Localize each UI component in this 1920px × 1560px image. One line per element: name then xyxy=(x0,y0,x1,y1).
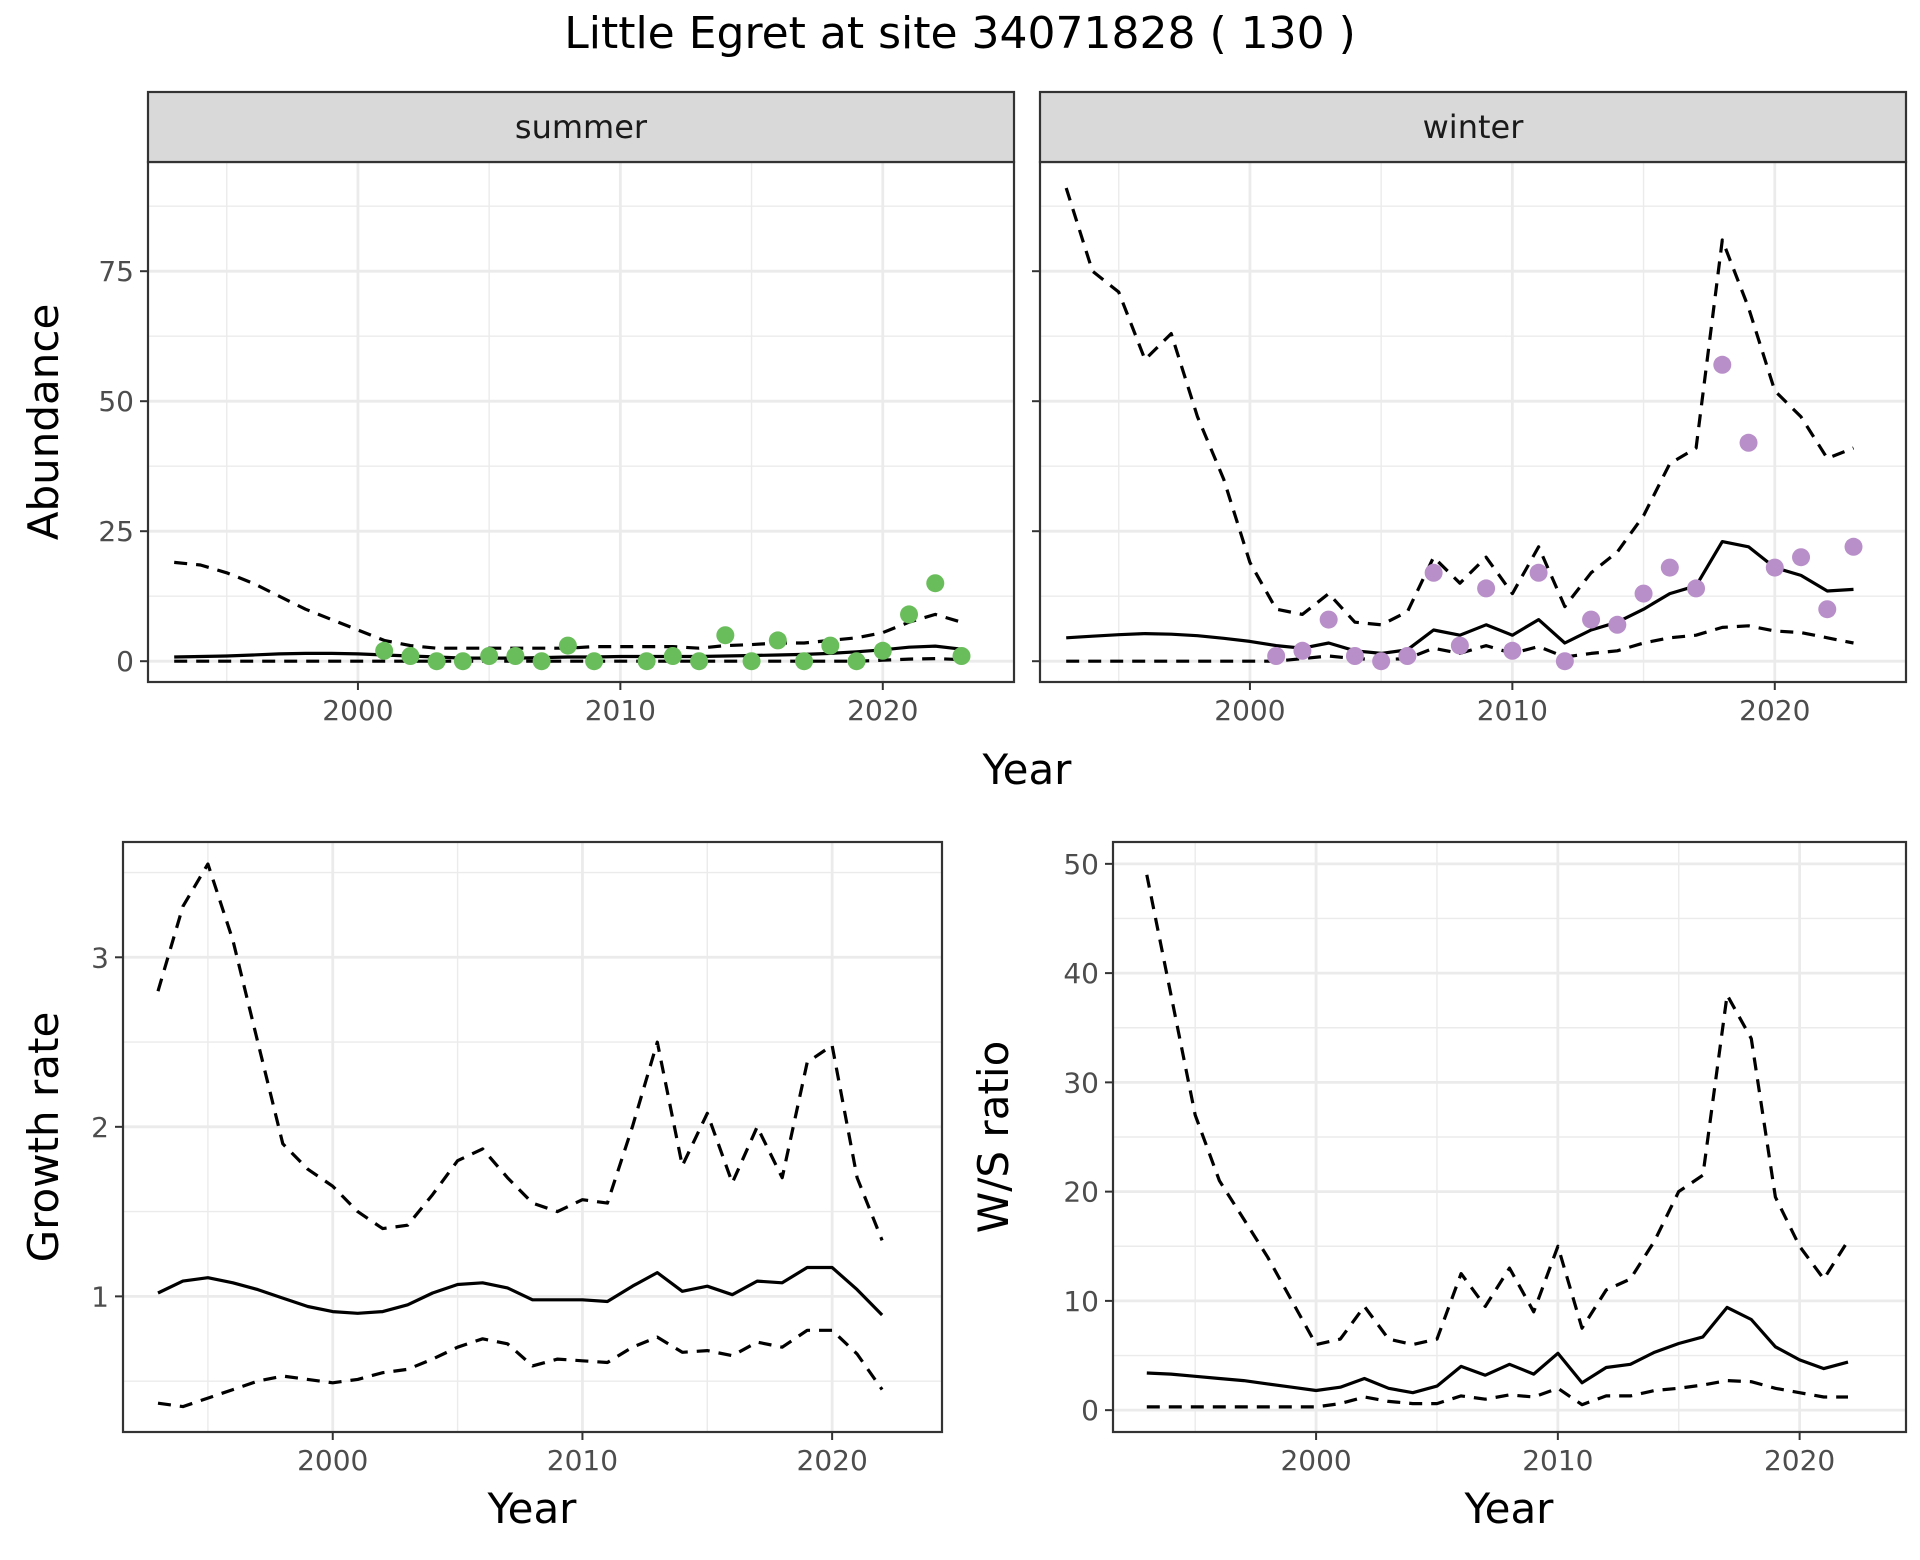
data-point xyxy=(427,652,446,671)
data-point xyxy=(1634,584,1653,603)
data-point xyxy=(690,652,709,671)
data-point xyxy=(453,652,472,671)
y-tick-label: 50 xyxy=(1063,848,1099,881)
series-line-dashed-2 xyxy=(157,1328,884,1409)
series-line-dashed-1 xyxy=(1145,874,1850,1347)
data-point xyxy=(375,641,394,660)
series-line-solid-0 xyxy=(1146,1305,1849,1395)
data-point xyxy=(1660,558,1679,577)
y-tick-label: 40 xyxy=(1063,957,1099,990)
facet-strip-label: winter xyxy=(1423,108,1525,146)
data-point xyxy=(506,647,525,665)
panel-growth: 2000 2010 2020 1 2 3 Growth rate Year xyxy=(19,840,944,1533)
x-tick-label: 2000 xyxy=(1280,1444,1351,1477)
y-tick-label: 50 xyxy=(98,385,134,418)
y-tick-label: 10 xyxy=(1063,1285,1099,1318)
data-point xyxy=(1477,579,1496,598)
data-point xyxy=(952,647,971,665)
data-point xyxy=(637,652,656,671)
data-point xyxy=(1844,537,1863,556)
x-tick-label: 2020 xyxy=(1739,694,1810,727)
data-point xyxy=(1582,610,1601,629)
data-point xyxy=(585,652,604,671)
series-line-solid-0 xyxy=(1066,539,1854,656)
y-tick-label: 25 xyxy=(98,515,134,548)
data-point xyxy=(1529,563,1548,582)
data-point xyxy=(795,652,814,671)
data-point xyxy=(1424,563,1443,582)
panel-winter: winter 2000 2010 2020 xyxy=(1032,90,1908,727)
data-point xyxy=(1608,615,1627,634)
data-point xyxy=(1319,610,1338,629)
y-axis-title: W/S ratio xyxy=(969,1041,1018,1234)
series-line-solid-0 xyxy=(157,1265,884,1317)
panel-border xyxy=(1111,840,1908,1434)
y-tick-label: 30 xyxy=(1063,1066,1099,1099)
panel-border xyxy=(121,840,944,1434)
x-tick-label: 2010 xyxy=(1477,694,1548,727)
data-point xyxy=(558,636,577,655)
data-point xyxy=(1372,652,1391,671)
y-axis-title: Growth rate xyxy=(19,1012,68,1263)
data-point xyxy=(1792,548,1811,567)
data-point xyxy=(1739,433,1758,452)
data-point xyxy=(821,636,840,655)
facet-strip xyxy=(1038,90,1908,164)
x-tick-label: 2020 xyxy=(847,694,918,727)
y-tick-label: 2 xyxy=(91,1111,109,1144)
x-tick-label: 2000 xyxy=(322,694,393,727)
data-point xyxy=(1398,647,1417,665)
panel-ratio: 2000 2010 2020 0 10 20 30 40 50 W/S ratio Year xyxy=(969,840,1908,1533)
x-tick-label: 2020 xyxy=(1764,1444,1835,1477)
x-tick-label: 2000 xyxy=(297,1444,368,1477)
y-axis-title: Abundance xyxy=(19,304,68,541)
x-tick-label: 2010 xyxy=(547,1444,618,1477)
series-line-dashed-2 xyxy=(1146,1378,1848,1409)
data-point xyxy=(1555,652,1574,671)
data-point xyxy=(1713,355,1732,374)
data-point xyxy=(768,631,787,650)
data-point xyxy=(900,605,919,624)
x-axis-title-shared: Year xyxy=(982,745,1073,794)
y-tick-label: 1 xyxy=(91,1280,109,1313)
data-point xyxy=(1503,641,1522,660)
series-line-dashed-1 xyxy=(1064,187,1855,627)
x-axis-title: Year xyxy=(1464,1484,1555,1533)
data-point xyxy=(1267,647,1286,665)
y-tick-label: 3 xyxy=(91,941,109,974)
y-tick-label: 0 xyxy=(1081,1394,1099,1427)
chart-title: Little Egret at site 34071828 ( 130 ) xyxy=(564,8,1356,59)
data-point xyxy=(716,626,735,645)
data-point xyxy=(1818,600,1837,619)
data-point xyxy=(1687,579,1706,598)
data-point xyxy=(401,647,420,665)
panel-summer: summer 2000 2010 2020 0 25 50 75 Abundance xyxy=(19,90,1016,727)
y-tick-label: 75 xyxy=(98,255,134,288)
y-tick-label: 0 xyxy=(116,645,134,678)
data-point xyxy=(926,574,945,593)
data-point xyxy=(1765,558,1784,577)
data-point xyxy=(873,641,892,660)
data-point xyxy=(1450,636,1469,655)
x-axis-title: Year xyxy=(487,1484,578,1533)
x-tick-label: 2020 xyxy=(797,1444,868,1477)
data-point xyxy=(480,647,499,665)
facet-strip-label: summer xyxy=(515,108,648,146)
x-tick-label: 2010 xyxy=(585,694,656,727)
x-tick-label: 2000 xyxy=(1214,694,1285,727)
data-point xyxy=(1293,641,1312,660)
data-point xyxy=(847,652,866,671)
y-tick-label: 20 xyxy=(1063,1176,1099,1209)
data-point xyxy=(532,652,551,671)
data-point xyxy=(742,652,761,671)
data-point xyxy=(663,647,682,665)
data-point xyxy=(1345,647,1364,665)
series-line-dashed-1 xyxy=(156,862,884,1241)
x-tick-label: 2010 xyxy=(1522,1444,1593,1477)
facet-strip xyxy=(146,90,1016,164)
